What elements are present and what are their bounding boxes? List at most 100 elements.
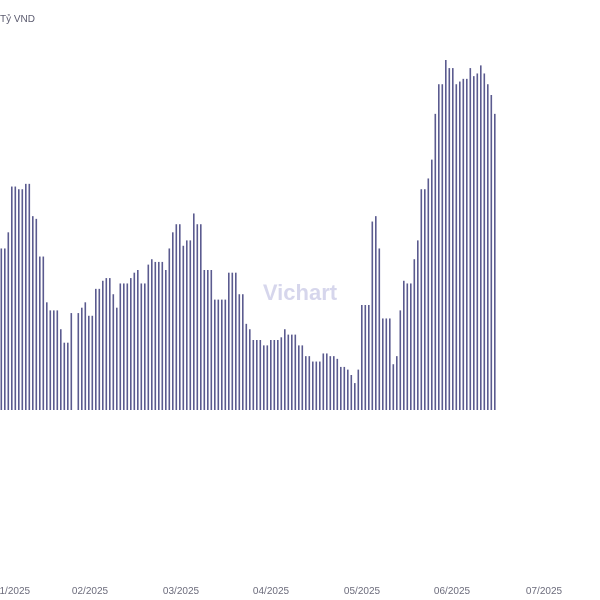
bar-50 (172, 232, 174, 410)
bar-38 (130, 278, 132, 410)
bar-100 (347, 369, 349, 410)
bar-133 (462, 78, 465, 410)
bar-113 (392, 364, 395, 410)
bar-86 (298, 345, 300, 410)
bar-73 (252, 340, 255, 410)
bar-74 (256, 340, 258, 410)
bar-129 (448, 68, 451, 410)
bar-68 (235, 272, 237, 410)
bar-125 (434, 113, 437, 410)
bar-1 (0, 248, 3, 410)
bar-132 (459, 81, 461, 410)
bar-76 (263, 345, 265, 410)
bar-99 (343, 366, 346, 410)
bar-131 (455, 84, 458, 410)
bar-6 (18, 189, 20, 410)
bar-23 (77, 313, 80, 410)
x-tick-label-4: 05/2025 (344, 586, 381, 597)
bar-31 (105, 278, 108, 410)
bar-25 (84, 302, 87, 410)
bar-56 (193, 213, 195, 410)
bar-103 (357, 369, 360, 410)
x-tick-label-3: 04/2025 (253, 586, 290, 597)
bar-104 (361, 305, 363, 410)
x-tick-label-6: 07/2025 (526, 586, 563, 597)
bar-83 (287, 334, 290, 410)
bar-20 (67, 342, 69, 410)
bar-135 (469, 68, 472, 410)
bar-124 (431, 159, 433, 410)
bar-3 (7, 232, 10, 410)
bar-45 (154, 261, 157, 410)
bar-4 (11, 186, 13, 410)
bar-94 (326, 353, 328, 410)
bar-116 (403, 280, 405, 410)
bar-109 (378, 248, 381, 410)
bar-48 (165, 270, 167, 410)
bar-5 (14, 186, 17, 410)
unit-label: Tỷ VND (0, 13, 35, 25)
bar-59 (203, 270, 206, 410)
bar-26 (88, 315, 90, 410)
bar-46 (158, 261, 160, 410)
bar-13 (42, 256, 45, 410)
bar-98 (340, 366, 342, 410)
bar-91 (315, 361, 318, 410)
bar-81 (280, 337, 283, 410)
bar-111 (385, 318, 388, 410)
bar-117 (406, 283, 409, 410)
bar-142 (494, 113, 496, 410)
bar-27 (91, 315, 94, 410)
bar-114 (396, 356, 398, 410)
bar-19 (63, 342, 66, 410)
bar-44 (151, 259, 153, 410)
bar-128 (445, 60, 447, 410)
bar-47 (161, 261, 164, 410)
bar-40 (137, 270, 139, 410)
bar-66 (228, 272, 230, 410)
watermark-text: Vichart (263, 280, 338, 305)
bar-118 (410, 283, 412, 410)
x-tick-label-2: 03/2025 (163, 586, 200, 597)
bar-92 (319, 361, 321, 410)
bar-35 (119, 283, 122, 410)
bar-80 (277, 340, 279, 410)
bar-58 (200, 224, 202, 410)
bar-97 (336, 358, 339, 410)
bar-52 (179, 224, 181, 410)
bar-55 (189, 240, 192, 410)
bar-10 (32, 216, 34, 410)
bar-53 (182, 245, 185, 410)
bar-51 (175, 224, 178, 410)
bar-87 (301, 345, 304, 410)
bar-39 (133, 272, 136, 410)
bar-136 (473, 76, 475, 411)
bar-139 (483, 73, 486, 411)
bar-127 (441, 84, 444, 410)
bar-62 (214, 299, 216, 410)
bar-107 (371, 221, 374, 410)
bar-121 (420, 189, 423, 410)
bar-11 (35, 218, 38, 410)
bar-88 (305, 356, 307, 410)
bar-119 (413, 259, 416, 410)
bar-57 (196, 224, 199, 410)
bar-17 (56, 310, 59, 410)
bar-32 (109, 278, 111, 410)
bar-140 (487, 84, 489, 410)
bar-65 (224, 299, 227, 410)
bar-96 (333, 356, 335, 410)
x-tick-label-1: 02/2025 (72, 586, 109, 597)
x-tick-label-0: 01/2025 (0, 586, 31, 597)
bar-70 (242, 294, 244, 410)
bar-16 (53, 310, 55, 410)
bar-95 (329, 356, 332, 410)
bar-102 (354, 383, 356, 410)
bar-71 (245, 323, 248, 410)
bar-85 (294, 334, 297, 410)
bar-115 (399, 310, 402, 410)
bar-7 (21, 189, 24, 410)
bar-75 (259, 340, 262, 410)
bar-36 (123, 283, 125, 410)
